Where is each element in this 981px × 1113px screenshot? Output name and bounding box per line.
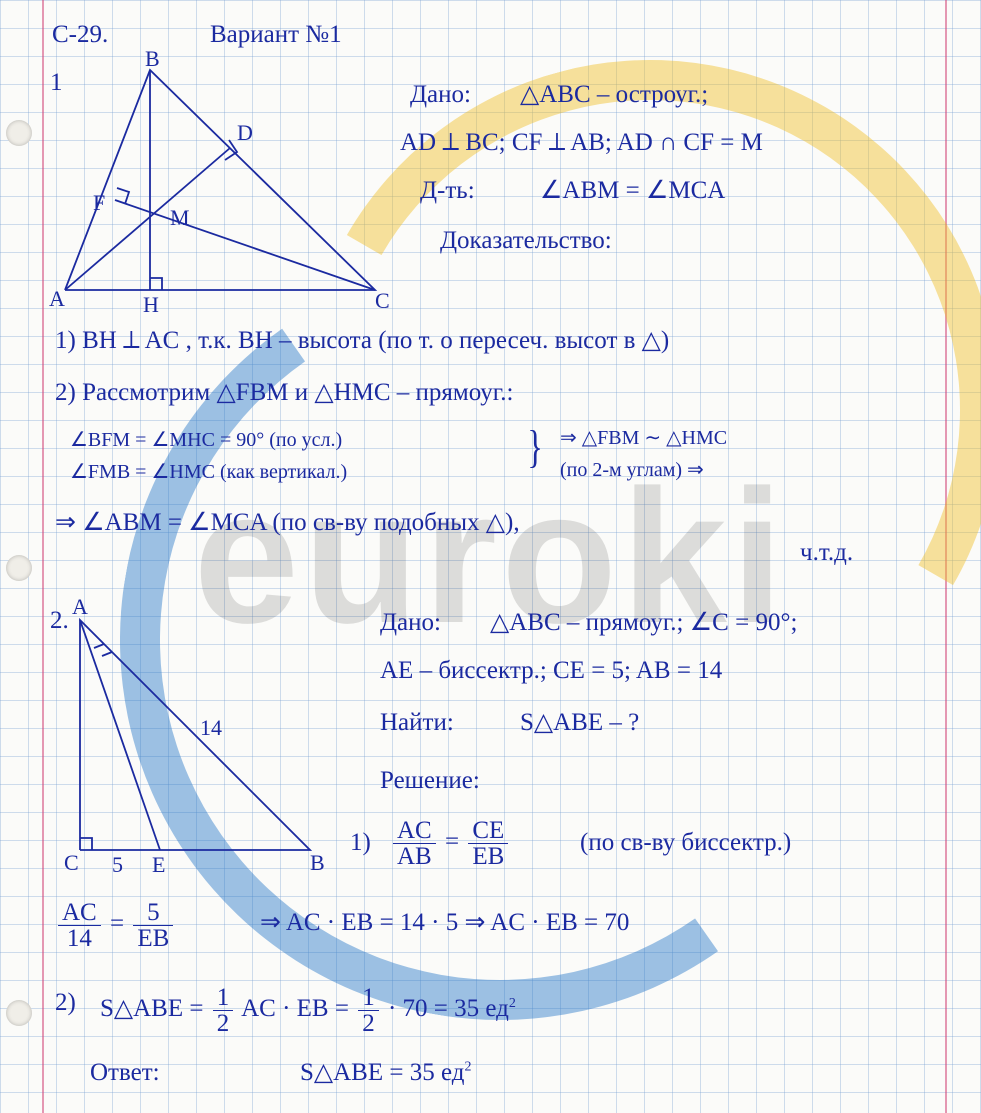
qed: ч.т.д.: [800, 540, 853, 565]
given-text: △ABC – остроуг.;: [520, 82, 708, 107]
expr-part: S△ABE =: [100, 995, 203, 1022]
fraction-numerator: AC: [58, 900, 101, 926]
fraction-denominator: EB: [468, 844, 508, 869]
fraction-denominator: 2: [213, 1011, 234, 1036]
exponent: 2: [509, 996, 516, 1011]
proof-step: 2) Рассмотрим △FBM и △HMC – прямоуг.:: [55, 380, 513, 405]
solution-expr: AC14 = 5EB: [55, 900, 176, 951]
vertex-label: F: [93, 190, 105, 215]
answer-value: S△ABE = 35 ед: [300, 1059, 464, 1086]
fraction-numerator: 1: [358, 985, 379, 1011]
vertex-label: C: [64, 850, 79, 875]
proof-heading: Доказательство:: [440, 228, 612, 253]
vertex-label: C: [375, 288, 390, 313]
diagram-problem-2: A C B E 14 5: [60, 600, 340, 880]
vertex-label: E: [152, 852, 165, 877]
solution-expr: S△ABE = 12 AC · EB = 12 · 70 = 35 ед2: [100, 985, 516, 1036]
fraction-numerator: 5: [133, 900, 173, 926]
diagram-problem-1: B A C D F M H: [55, 60, 385, 320]
proof-conclusion: (по 2-м углам) ⇒: [560, 460, 704, 480]
expr-part: AC · EB =: [241, 995, 349, 1022]
prove-label: Д-ть:: [420, 178, 475, 203]
worksheet-number: С-29.: [52, 22, 108, 47]
variant-title: Вариант №1: [210, 22, 342, 47]
prove-text: ∠ABM = ∠MCA: [540, 178, 725, 203]
vertex-label: A: [49, 286, 65, 311]
vertex-label: H: [143, 292, 159, 317]
solution-note: (по св-ву биссектр.): [580, 830, 791, 855]
fraction-numerator: AC: [393, 818, 436, 844]
step-number: 2): [55, 990, 76, 1015]
step-number: 1): [350, 830, 371, 855]
solution-heading: Решение:: [380, 768, 480, 793]
given-text: △ABC – прямоуг.; ∠C = 90°;: [490, 610, 797, 635]
fraction-numerator: CE: [468, 818, 508, 844]
solution-expr: ACAB = CEEB: [390, 818, 511, 869]
answer-text: S△ABE = 35 ед2: [300, 1060, 471, 1085]
answer-label: Ответ:: [90, 1060, 160, 1085]
solution-expr: ⇒ AC · EB = 14 · 5 ⇒ AC · EB = 70: [260, 910, 629, 935]
vertex-label: A: [72, 594, 88, 619]
fraction-denominator: AB: [393, 844, 436, 869]
proof-conclusion: ⇒ ∠ABM = ∠MCA (по св-ву подобных △),: [55, 510, 520, 535]
expr-part: · 70 = 35 ед: [388, 995, 509, 1022]
given-text: AE – биссектр.; CE = 5; AB = 14: [380, 658, 722, 683]
length-label: 14: [200, 715, 222, 740]
page-content: С-29. Вариант №1 1 B A C D F M H Дано: △…: [0, 0, 981, 1113]
given-label: Дано:: [380, 610, 441, 635]
vertex-label: B: [310, 850, 325, 875]
given-label: Дано:: [410, 82, 471, 107]
proof-conclusion: ⇒ △FBM ∼ △HMC: [560, 428, 727, 448]
fraction-denominator: EB: [133, 926, 173, 951]
vertex-label: M: [170, 205, 190, 230]
exponent: 2: [464, 1060, 471, 1075]
proof-condition: ∠BFM = ∠MHC = 90° (по усл.): [70, 430, 342, 450]
length-label: 5: [112, 852, 123, 877]
given-text: AD ⟂ BC; CF ⟂ AB; AD ∩ CF = M: [400, 130, 763, 155]
find-label: Найти:: [380, 710, 454, 735]
brace-icon: }: [520, 432, 550, 459]
vertex-label: D: [237, 120, 253, 145]
find-text: S△ABE – ?: [520, 710, 639, 735]
proof-condition: ∠FMB = ∠HMC (как вертикал.): [70, 462, 347, 482]
vertex-label: B: [145, 46, 160, 71]
proof-step: 1) BH ⟂ AC , т.к. BH – высота (по т. о п…: [55, 328, 669, 353]
fraction-numerator: 1: [213, 985, 234, 1011]
fraction-denominator: 2: [358, 1011, 379, 1036]
fraction-denominator: 14: [58, 926, 101, 951]
